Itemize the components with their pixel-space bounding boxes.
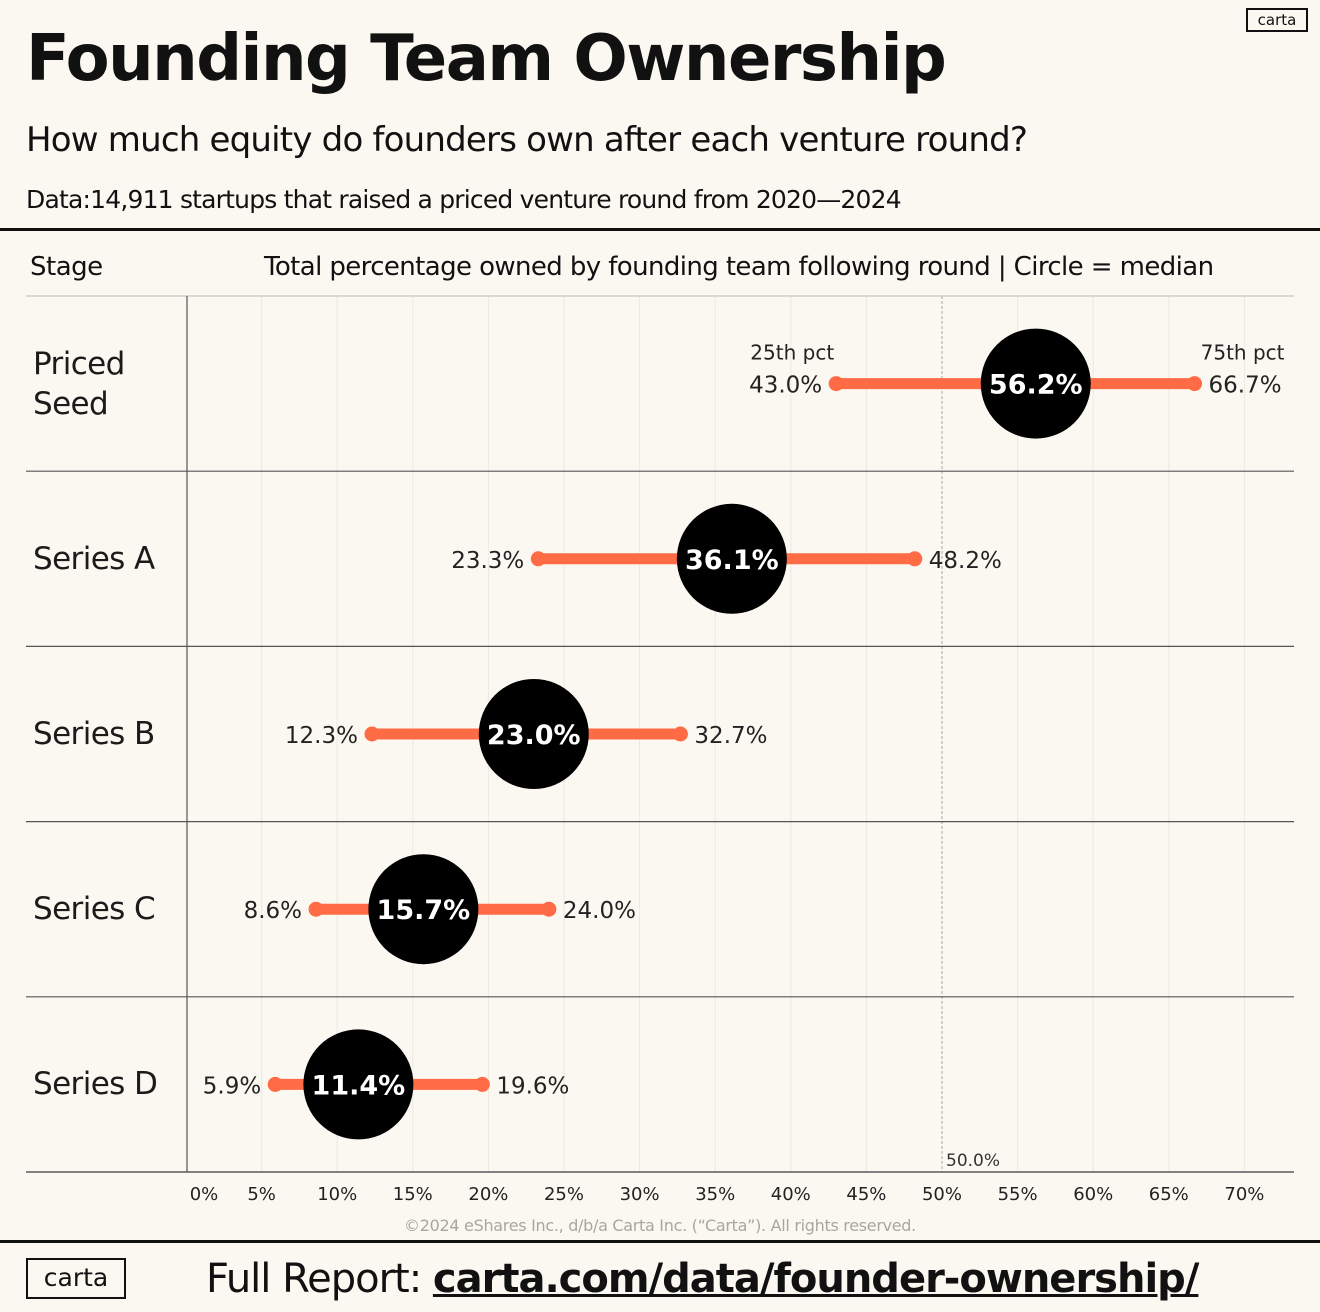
footer-divider [0, 1240, 1320, 1243]
p75-value-label: 66.7% [1209, 373, 1282, 399]
report-url[interactable]: carta.com/data/founder-ownership/ [432, 1256, 1199, 1302]
p75-caption: 75th pct [1201, 341, 1285, 365]
x-tick-label: 25% [544, 1184, 584, 1205]
median-value-label: 36.1% [685, 545, 779, 576]
median-value-label: 56.2% [989, 370, 1083, 401]
median-dot [676, 503, 787, 614]
x-tick-label: 30% [620, 1184, 660, 1205]
stage-label: Series C [33, 891, 156, 928]
x-tick-label: 40% [771, 1184, 811, 1205]
x-tick-label: 70% [1224, 1184, 1264, 1205]
page-title: Founding Team Ownership [26, 22, 947, 96]
x-tick-label: 60% [1073, 1184, 1113, 1205]
x-tick-label: 55% [998, 1184, 1038, 1205]
p25-endpoint [530, 551, 546, 567]
header-divider [0, 228, 1320, 231]
p75-value-label: 32.7% [694, 723, 767, 749]
stage-column-header: Stage [30, 252, 103, 282]
x-tick-label: 20% [468, 1184, 508, 1205]
p75-value-label: 24.0% [563, 898, 636, 924]
median-dot [303, 1029, 414, 1140]
p25-value-label: 43.0% [749, 373, 822, 399]
p75-endpoint [907, 551, 923, 567]
x-tick-label: 10% [317, 1184, 357, 1205]
x-tick-label: 5% [247, 1184, 276, 1205]
p25-endpoint [364, 726, 380, 742]
x-tick-label: 15% [393, 1184, 433, 1205]
full-report-link[interactable]: Full Report: carta.com/data/founder-owne… [206, 1256, 1199, 1302]
p25-endpoint [267, 1076, 283, 1092]
reference-line-label: 50.0% [946, 1151, 1000, 1171]
carta-logo-bottom: carta [26, 1258, 126, 1299]
p25-endpoint [308, 901, 324, 917]
copyright-notice: ©2024 eShares Inc., d/b/a Carta Inc. (“C… [404, 1216, 916, 1235]
stage-label: Series D [33, 1066, 158, 1103]
data-note: Data:14,911 startups that raised a price… [26, 185, 902, 214]
x-tick-label: 45% [846, 1184, 886, 1205]
x-tick-label: 50% [922, 1184, 962, 1205]
p75-endpoint [1187, 376, 1203, 392]
p75-endpoint [541, 901, 557, 917]
median-value-label: 11.4% [312, 1070, 406, 1101]
p25-value-label: 5.9% [203, 1073, 261, 1099]
median-dot [478, 679, 589, 789]
p75-value-label: 48.2% [929, 548, 1002, 574]
median-value-label: 23.0% [487, 720, 581, 751]
stage-label: Series B [33, 716, 155, 752]
p75-endpoint [474, 1076, 490, 1092]
x-tick-label: 35% [695, 1184, 735, 1205]
p25-value-label: 12.3% [285, 723, 358, 749]
p25-value-label: 23.3% [451, 548, 524, 574]
x-tick-label: 65% [1149, 1184, 1189, 1205]
stage-label: Priced Seed [33, 345, 125, 422]
ownership-range-chart: 50.0% 0% 5% 10% 15% 20% 25% 30% 35% 40% 45% 50% 55% 6… [26, 295, 1294, 1205]
x-tick-label: 0% [190, 1184, 219, 1205]
p25-value-label: 8.6% [244, 898, 302, 924]
report-prefix: Full Report: [206, 1256, 433, 1302]
median-dot [368, 854, 479, 965]
median-dot [980, 328, 1091, 439]
carta-logo-top: carta [1246, 8, 1308, 32]
p25-caption: 25th pct [750, 341, 834, 365]
p75-value-label: 19.6% [496, 1073, 569, 1099]
p75-endpoint [672, 726, 688, 742]
value-column-header: Total percentage owned by founding team … [264, 252, 1214, 282]
p25-endpoint [828, 376, 844, 392]
median-value-label: 15.7% [377, 895, 471, 926]
stage-label: Series A [33, 540, 155, 577]
page-subtitle: How much equity do founders own after ea… [26, 120, 1028, 160]
